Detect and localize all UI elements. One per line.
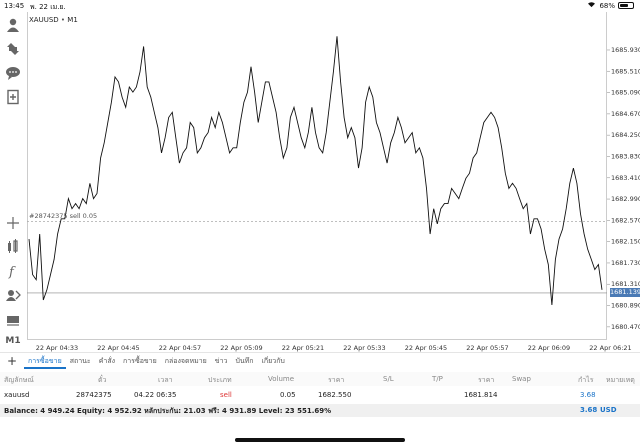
tab-news[interactable]: ข่าว [214,356,228,365]
svg-text:f: f [8,265,16,279]
function-icon[interactable]: f [4,262,22,280]
header-type: ประเภท [208,376,232,384]
header-time: เวลา [158,376,173,384]
row-open-price: 1682.550 [318,391,352,399]
battery-percent: 68% [599,1,615,10]
y-tick-label: 1682.570 [611,216,640,224]
row-type: sell [220,391,232,399]
x-tick-label: 22 Apr 06:09 [528,344,570,352]
indicators-icon[interactable] [4,238,22,256]
x-tick-label: 22 Apr 04:33 [36,344,78,352]
y-tick-label: 1685.930 [611,46,640,54]
y-tick-label: 1684.250 [611,131,640,139]
status-bar: 13:45 พ. 22 เม.ย. 68% [0,0,640,12]
row-current-price: 1681.814 [464,391,498,399]
status-right: 68% [587,1,634,10]
x-tick-label: 22 Apr 05:09 [220,344,262,352]
header-open-price: ราคา [328,376,345,384]
symbol-separator: • [60,16,66,24]
header-ticket: ตั๋ว [98,376,107,384]
row-time: 04.22 06:35 [134,391,177,399]
y-tick-label: 1685.090 [611,89,640,97]
balance-summary: Balance: 4 949.24 Equity: 4 952.92 หลักป… [0,404,640,417]
y-tick-label: 1682.150 [611,238,640,246]
tab-positions[interactable]: สถานะ [69,356,91,365]
y-tick-label: 1681.310 [611,280,640,288]
y-tick-label: 1683.830 [611,152,640,160]
header-volume: Volume [268,375,295,383]
current-price-tag: 1681.139 [610,288,640,298]
order-line-label[interactable]: #28742375 sell 0.05 [29,212,98,221]
header-price: ราคา [478,376,495,384]
status-date: พ. 22 เม.ย. [30,3,66,11]
tab-journal[interactable]: บันทึก [235,356,254,365]
x-tick-label: 22 Apr 05:33 [343,344,385,352]
chart-area[interactable]: 1685.930 1685.510 1685.090 1684.670 1684.250… [27,12,640,352]
row-volume: 0.05 [280,391,296,399]
header-swap: Swap [512,375,531,383]
add-icon[interactable]: + [6,353,18,368]
chat-icon[interactable] [4,64,22,82]
trade-arrows-icon[interactable] [4,40,22,58]
objects-icon[interactable] [4,286,22,304]
chart-frame [27,12,607,340]
wifi-icon [587,1,596,10]
x-tick-label: 22 Apr 05:21 [282,344,324,352]
balance-text: Balance: 4 949.24 Equity: 4 952.92 หลักป… [4,407,332,415]
x-tick-label: 22 Apr 06:21 [589,344,631,352]
balance-currency: USD [600,406,617,414]
row-profit: 3.68 [580,391,596,399]
table-header: สัญลักษณ์ ตั๋ว เวลา ประเภท Volume ราคา S… [0,372,640,386]
row-ticket: 28742375 [76,391,112,399]
account-icon[interactable] [4,16,22,34]
bottom-tabs: + การซื้อขาย สถานะ คำสั่ง การซื้อขาย กล่… [0,352,640,369]
y-tick-label: 1685.510 [611,67,640,75]
x-tick-label: 22 Apr 05:45 [405,344,447,352]
tab-about[interactable]: เกี่ยวกับ [261,356,285,365]
y-tick-label: 1684.670 [611,110,640,118]
new-order-icon[interactable] [4,88,22,106]
balance-total-profit: 3.68 [580,406,598,414]
status-time: 13:45 [4,2,25,10]
price-chart[interactable]: 1685.930 1685.510 1685.090 1684.670 1684.250… [27,12,640,352]
chart-type-icon[interactable] [4,310,22,328]
y-tick-label: 1680.470 [611,323,640,331]
tab-orders[interactable]: คำสั่ง [98,356,116,365]
y-tick-label: 1683.410 [611,174,640,182]
table-row[interactable]: xauusd 28742375 04.22 06:35 sell 0.05 16… [0,388,640,402]
timeframe-button[interactable]: M1 [5,336,21,346]
tab-trade[interactable]: การซื้อขาย [24,353,66,369]
y-tick-label: 1682.990 [611,195,640,203]
row-symbol: xauusd [4,391,30,399]
chart-toolbar: f M1 [0,12,26,352]
battery-icon [618,2,634,9]
y-tick-label: 1681.730 [611,259,640,267]
symbol-timeframe: M1 [67,16,78,24]
home-indicator[interactable] [235,438,405,442]
header-tp: T/P [432,375,443,383]
symbol-name: XAUUSD [29,16,59,24]
x-tick-label: 22 Apr 05:57 [466,344,508,352]
symbol-label: XAUUSD • M1 [29,16,78,24]
header-comment: หมายเหตุ [606,376,635,384]
x-tick-label: 22 Apr 04:45 [97,344,139,352]
header-sl: S/L [383,375,394,383]
tab-history[interactable]: การซื้อขาย [123,356,157,365]
x-tick-label: 22 Apr 04:57 [159,344,201,352]
crosshair-icon[interactable] [4,214,22,232]
tab-mailbox[interactable]: กล่องจดหมาย [164,356,207,365]
header-profit: กำไร [578,376,594,384]
price-series-line [28,36,603,306]
y-tick-label: 1680.890 [611,302,640,310]
header-symbol: สัญลักษณ์ [4,376,34,384]
